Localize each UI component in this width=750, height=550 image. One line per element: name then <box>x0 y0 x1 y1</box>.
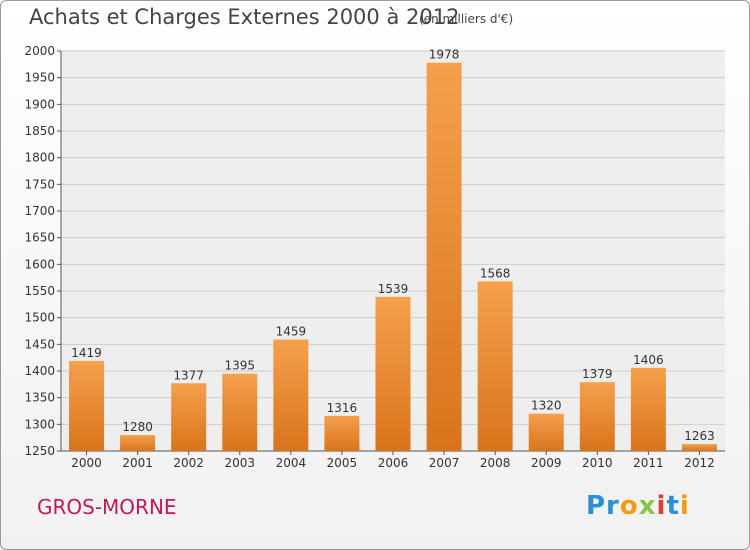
data-label-2008: 1568 <box>480 266 511 280</box>
bar-2000 <box>69 360 105 451</box>
bar-2012 <box>681 444 717 451</box>
bar-2001 <box>120 435 156 451</box>
x-tick-label-2012: 2012 <box>684 456 715 470</box>
x-tick-label-2006: 2006 <box>378 456 409 470</box>
data-labels: 1419 1280 1377 1395 1459 1316 1539 1978 1568 1320… <box>71 48 714 443</box>
x-tick-label-2009: 2009 <box>531 456 562 470</box>
y-tick-label: 1550 <box>24 284 55 298</box>
x-tick-label-2001: 2001 <box>122 456 153 470</box>
data-label-2009: 1320 <box>531 399 562 413</box>
bar-2010 <box>579 382 615 451</box>
bar-2006 <box>375 296 411 451</box>
x-tick-label-2003: 2003 <box>224 456 255 470</box>
data-label-2012: 1263 <box>684 429 715 443</box>
data-label-2005: 1316 <box>327 401 358 415</box>
chart-title: Achats et Charges Externes 2000 à 2012 <box>29 5 460 29</box>
chart-unit: (en milliers d'€) <box>419 12 514 26</box>
y-tick-label: 1850 <box>24 124 55 138</box>
data-label-2007: 1978 <box>429 48 460 62</box>
y-tick-label: 2000 <box>24 44 55 58</box>
x-tick-label-2000: 2000 <box>71 456 102 470</box>
data-label-2003: 1395 <box>224 359 255 373</box>
place-name: GROS-MORNE <box>37 495 177 519</box>
data-label-2006: 1539 <box>378 282 409 296</box>
x-tick-label-2010: 2010 <box>582 456 613 470</box>
y-tick-label: 1800 <box>24 151 55 165</box>
data-label-2002: 1377 <box>173 368 204 382</box>
x-tick-label-2008: 2008 <box>480 456 511 470</box>
bar-2003 <box>222 373 258 451</box>
x-tick-label-2002: 2002 <box>173 456 204 470</box>
x-axis: 2000 2001 2002 2003 2004 2005 2006 2007 2008 2009… <box>71 451 715 470</box>
data-label-2000: 1419 <box>71 346 102 360</box>
bar-2004 <box>273 339 309 451</box>
y-tick-label: 1400 <box>24 364 55 378</box>
y-tick-label: 1600 <box>24 257 55 271</box>
y-tick-label: 1900 <box>24 97 55 111</box>
bar-2011 <box>630 367 666 451</box>
x-tick-label-2011: 2011 <box>633 456 664 470</box>
x-tick-label-2005: 2005 <box>327 456 358 470</box>
y-tick-label: 1700 <box>24 204 55 218</box>
y-tick-label: 1350 <box>24 391 55 405</box>
x-tick-label-2007: 2007 <box>429 456 460 470</box>
y-tick-label: 1950 <box>24 71 55 85</box>
y-tick-label: 1450 <box>24 337 55 351</box>
y-tick-label: 1250 <box>24 444 55 458</box>
data-label-2004: 1459 <box>276 325 307 339</box>
y-tick-label: 1650 <box>24 231 55 245</box>
data-label-2001: 1280 <box>122 420 153 434</box>
proxiti-logo: Proxiti <box>586 491 690 521</box>
y-tick-label: 1500 <box>24 311 55 325</box>
y-tick-label: 1300 <box>24 417 55 431</box>
x-tick-label-2004: 2004 <box>276 456 307 470</box>
y-tick-label: 1750 <box>24 177 55 191</box>
bar-2008 <box>477 281 513 451</box>
bar-2007 <box>426 62 462 451</box>
data-label-2011: 1406 <box>633 353 664 367</box>
bars <box>69 62 717 451</box>
bar-2002 <box>171 383 207 451</box>
bar-2009 <box>528 413 564 451</box>
data-label-2010: 1379 <box>582 367 613 381</box>
bar-2005 <box>324 415 360 451</box>
